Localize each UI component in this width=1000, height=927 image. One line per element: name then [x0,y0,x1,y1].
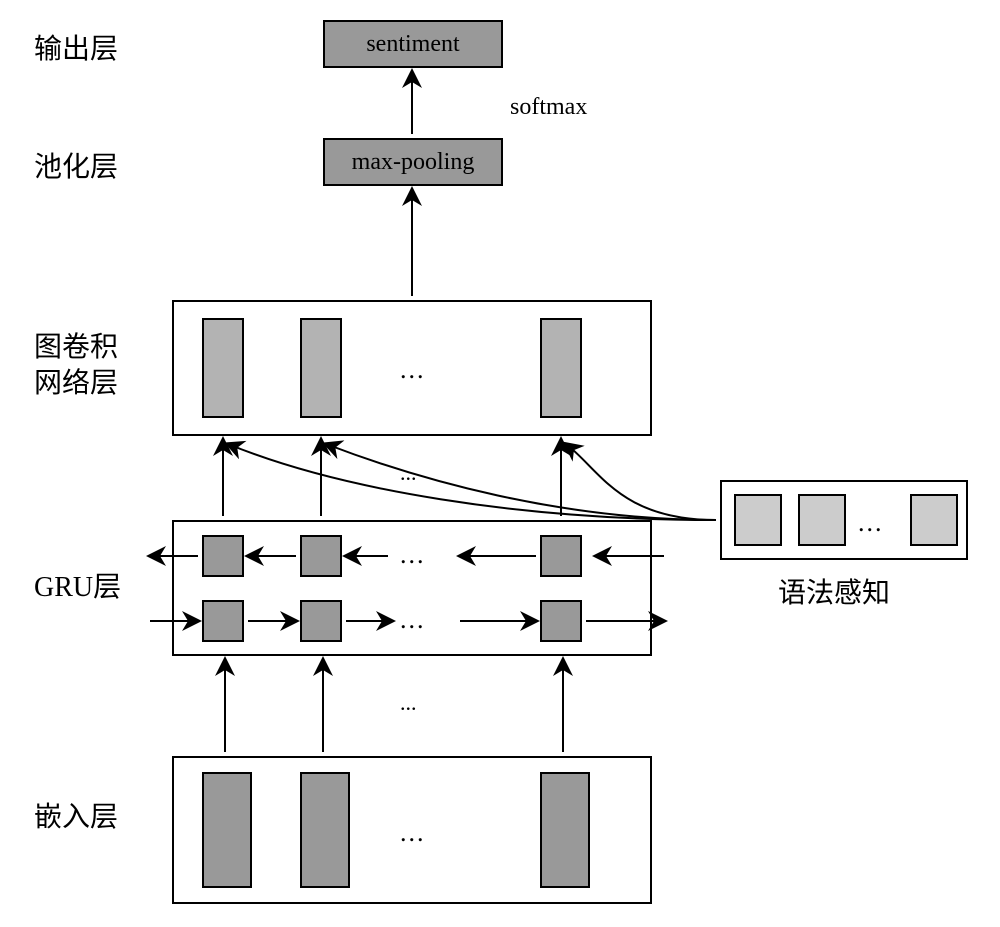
gru-cell [540,535,582,577]
gru-cell [540,600,582,642]
ellipsis: ... [400,605,426,635]
label-gcn-layer: 图卷积 网络层 [34,330,118,403]
gru-cell [202,535,244,577]
maxpool-node: max-pooling [323,138,503,186]
output-sentiment-node: sentiment [323,20,503,68]
ellipsis: ... [858,508,884,538]
emb-cell [202,772,252,888]
syntax-cell [734,494,782,546]
label-pooling-layer: 池化层 [34,150,118,186]
svg-text:...: ... [400,460,417,485]
diagram-canvas: 输出层 池化层 图卷积 网络层 GRU层 嵌入层 sentiment softm… [0,0,1000,927]
maxpool-text: max-pooling [352,149,475,176]
sentiment-text: sentiment [366,31,459,58]
gcn-cell [540,318,582,418]
label-embedding-layer: 嵌入层 [34,800,118,836]
label-output-layer: 输出层 [34,32,118,68]
syntax-cell [798,494,846,546]
gcn-cell [202,318,244,418]
label-gru-layer: GRU层 [34,570,121,606]
syntax-cell [910,494,958,546]
syntax-aware-label: 语法感知 [778,576,890,612]
gcn-cell [300,318,342,418]
softmax-label: softmax [510,92,587,123]
svg-text:...: ... [400,690,417,715]
gru-cell [202,600,244,642]
ellipsis: ... [400,355,426,385]
gru-cell [300,535,342,577]
emb-cell [300,772,350,888]
emb-cell [540,772,590,888]
ellipsis: ... [400,540,426,570]
gru-cell [300,600,342,642]
ellipsis: ... [400,818,426,848]
